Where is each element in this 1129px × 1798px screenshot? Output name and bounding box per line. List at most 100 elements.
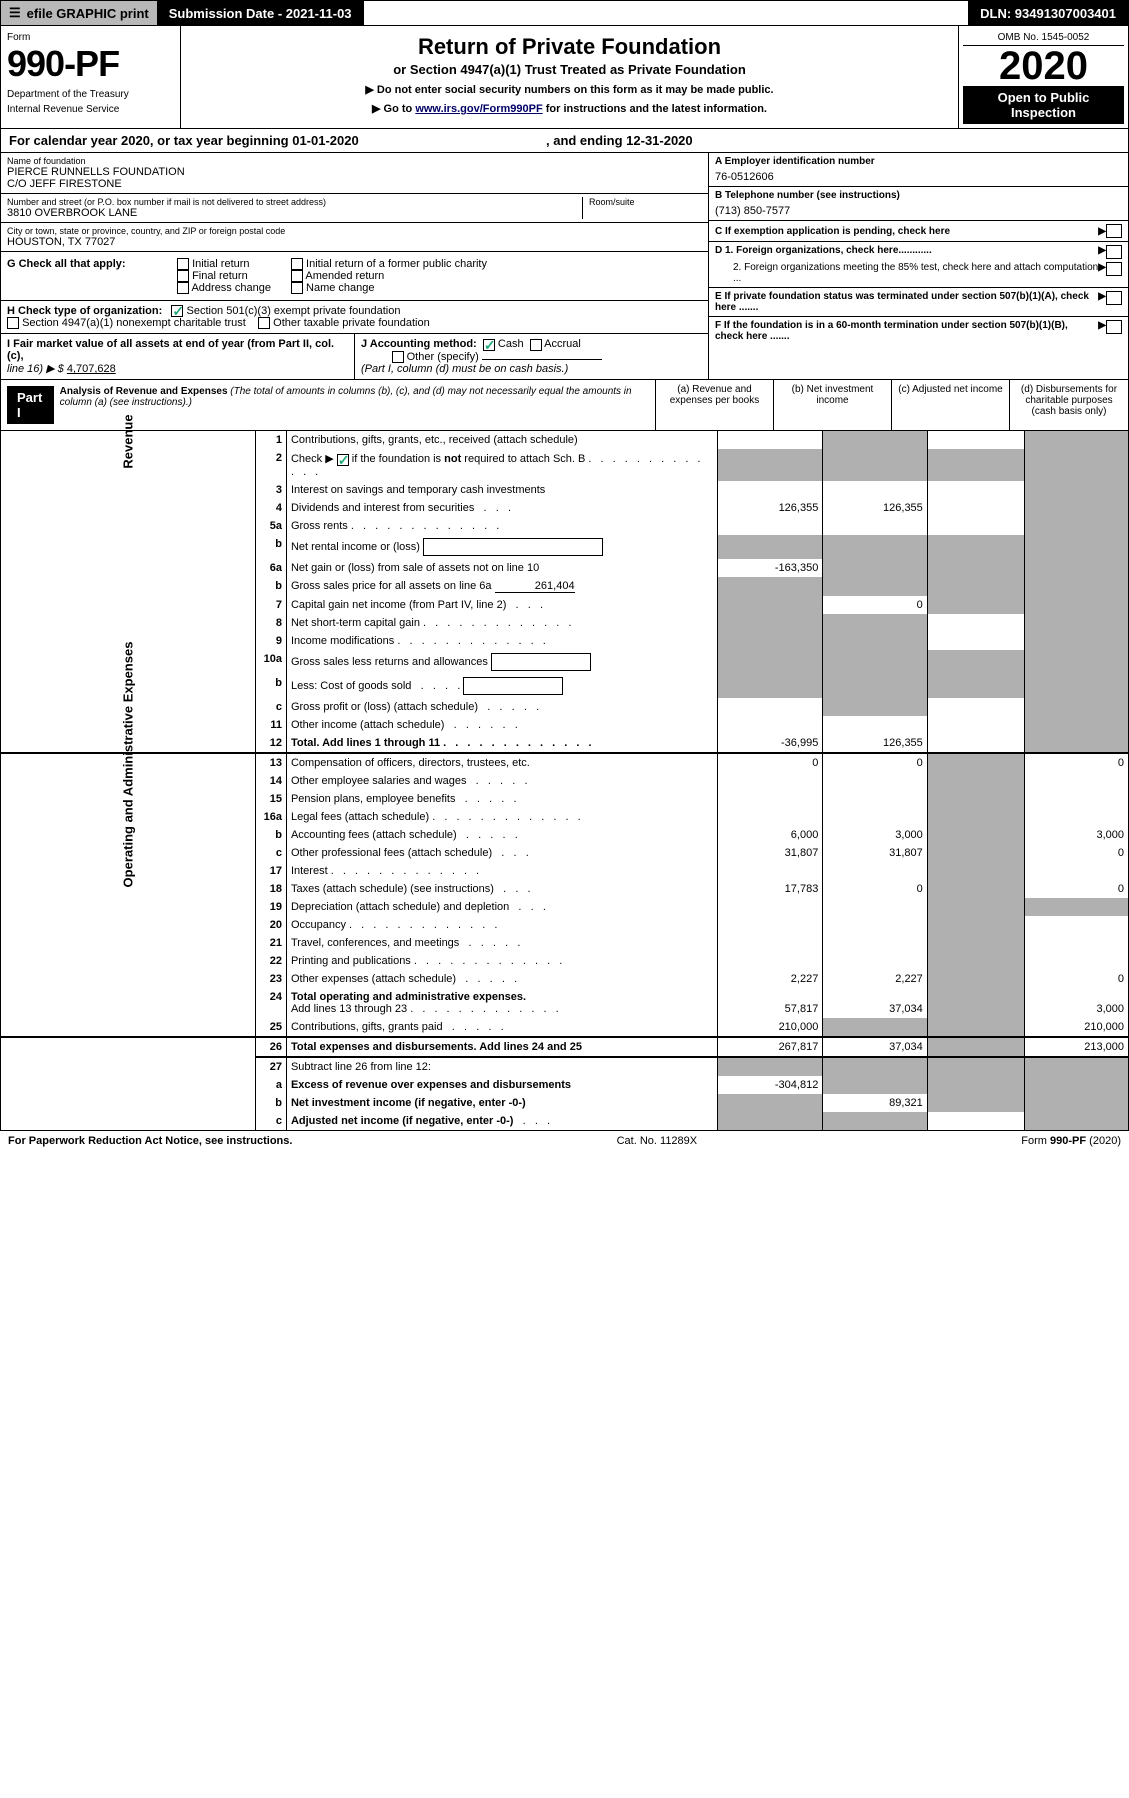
line-4: Dividends and interest from securities .… (286, 499, 717, 517)
d2-checkbox[interactable] (1106, 262, 1122, 276)
line-11: Other income (attach schedule) . . . . .… (286, 716, 717, 734)
line-27: Subtract line 26 from line 12: (286, 1057, 717, 1076)
fmv-value: 4,707,628 (67, 363, 116, 375)
val-26b: 37,034 (823, 1037, 927, 1057)
part1-badge: Part I (7, 386, 54, 424)
val-24b: 37,034 (823, 988, 927, 1018)
g-opt-former: Initial return of a former public charit… (306, 258, 487, 270)
val-16cb: 31,807 (823, 844, 927, 862)
table-row: Revenue 1 Contributions, gifts, grants, … (1, 431, 1129, 449)
address-change-checkbox[interactable] (177, 282, 189, 294)
arrow-icon: ▶ (1098, 320, 1106, 342)
val-23d: 0 (1024, 970, 1129, 988)
ein-label: A Employer identification number (715, 156, 1122, 167)
form990pf-link[interactable]: www.irs.gov/Form990PF (415, 103, 542, 115)
line-6a: Net gain or (loss) from sale of assets n… (286, 559, 717, 577)
line-15: Pension plans, employee benefits . . . .… (286, 790, 717, 808)
efile-print[interactable]: ☰ efile GRAPHIC print (1, 1, 157, 25)
line-9: Income modifications (286, 632, 717, 650)
val-13a: 0 (718, 753, 823, 772)
g-opt-final: Final return (192, 270, 248, 282)
h-opt3: Other taxable private foundation (273, 317, 430, 329)
line-10a: Gross sales less returns and allowances (286, 650, 717, 674)
line-3: Interest on savings and temporary cash i… (286, 481, 717, 499)
arrow-icon: ▶ (1098, 291, 1106, 313)
501c3-checkbox[interactable] (171, 305, 183, 317)
e-label: E If private foundation status was termi… (715, 291, 1098, 313)
other-taxable-checkbox[interactable] (258, 317, 270, 329)
line-17: Interest (286, 862, 717, 880)
section-i: I Fair market value of all assets at end… (1, 334, 355, 379)
line-27b: Net investment income (if negative, ente… (286, 1094, 717, 1112)
note-link: ▶ Go to www.irs.gov/Form990PF for instru… (189, 102, 950, 115)
city-label: City or town, state or province, country… (7, 226, 702, 236)
line-16a: Legal fees (attach schedule) (286, 808, 717, 826)
efile-label: efile GRAPHIC print (27, 6, 149, 21)
line-24: Total operating and administrative expen… (286, 988, 717, 1018)
note-ssn: ▶ Do not enter social security numbers o… (189, 83, 950, 96)
line-21: Travel, conferences, and meetings . . . … (286, 934, 717, 952)
list-icon: ☰ (9, 5, 21, 21)
j-accrual: Accrual (544, 338, 581, 350)
street-address: 3810 OVERBROOK LANE (7, 207, 582, 219)
val-18a: 17,783 (718, 880, 823, 898)
tel-label: B Telephone number (see instructions) (715, 190, 1122, 201)
val-25a: 210,000 (718, 1018, 823, 1037)
name-change-checkbox[interactable] (291, 282, 303, 294)
val-12a: -36,995 (718, 734, 823, 753)
j-cash: Cash (498, 338, 524, 350)
val-6b: 261,404 (495, 580, 575, 593)
val-25d: 210,000 (1024, 1018, 1129, 1037)
val-4a: 126,355 (718, 499, 823, 517)
val-16bb: 3,000 (823, 826, 927, 844)
footer-left: For Paperwork Reduction Act Notice, see … (8, 1135, 292, 1147)
line-7: Capital gain net income (from Part IV, l… (286, 596, 717, 614)
note-post: for instructions and the latest informat… (543, 103, 767, 115)
d1-label: D 1. Foreign organizations, check here..… (715, 245, 1098, 259)
4947-checkbox[interactable] (7, 317, 19, 329)
initial-return-checkbox[interactable] (177, 258, 189, 270)
val-13d: 0 (1024, 753, 1129, 772)
line-20: Occupancy (286, 916, 717, 934)
arrow-icon: ▶ (1098, 226, 1106, 237)
form-word: Form (7, 32, 174, 43)
line-num: 1 (255, 431, 286, 449)
final-return-checkbox[interactable] (177, 270, 189, 282)
topbar: ☰ efile GRAPHIC print Submission Date - … (0, 0, 1129, 26)
h-opt2: Section 4947(a)(1) nonexempt charitable … (22, 317, 246, 329)
amended-return-checkbox[interactable] (291, 270, 303, 282)
footer-mid: Cat. No. 11289X (617, 1135, 698, 1147)
val-24d: 3,000 (1024, 988, 1129, 1018)
line-27c: Adjusted net income (if negative, enter … (286, 1112, 717, 1131)
dln: DLN: 93491307003401 (968, 1, 1128, 25)
f-checkbox[interactable] (1106, 320, 1122, 334)
f-label: F If the foundation is in a 60-month ter… (715, 320, 1098, 342)
line-10b: Less: Cost of goods sold . . . . (286, 674, 717, 698)
val-24a: 57,817 (718, 988, 823, 1018)
cash-checkbox[interactable] (483, 339, 495, 351)
d1-checkbox[interactable] (1106, 245, 1122, 259)
col-d-head: (d) Disbursements for charitable purpose… (1010, 380, 1128, 430)
arrow-icon: ▶ (1098, 262, 1106, 284)
initial-former-checkbox[interactable] (291, 258, 303, 270)
other-method-checkbox[interactable] (392, 351, 404, 363)
val-18d: 0 (1024, 880, 1129, 898)
i-label: I Fair market value of all assets at end… (7, 338, 334, 362)
section-g: G Check all that apply: Initial return F… (1, 252, 708, 300)
dept-treasury: Department of the Treasury (7, 89, 174, 100)
irs: Internal Revenue Service (7, 104, 174, 115)
line-14: Other employee salaries and wages . . . … (286, 772, 717, 790)
val-23b: 2,227 (823, 970, 927, 988)
e-checkbox[interactable] (1106, 291, 1122, 305)
val-23a: 2,227 (718, 970, 823, 988)
g-label: G Check all that apply: (7, 258, 157, 294)
line-19: Depreciation (attach schedule) and deple… (286, 898, 717, 916)
section-j: J Accounting method: Cash Accrual Other … (355, 334, 708, 379)
val-26d: 213,000 (1024, 1037, 1129, 1057)
arrow-icon: ▶ (1098, 245, 1106, 259)
name-label: Name of foundation (7, 156, 702, 166)
accrual-checkbox[interactable] (530, 339, 542, 351)
g-opt-amended: Amended return (305, 270, 384, 282)
c-checkbox[interactable] (1106, 224, 1122, 238)
schb-checkbox[interactable] (337, 454, 349, 466)
